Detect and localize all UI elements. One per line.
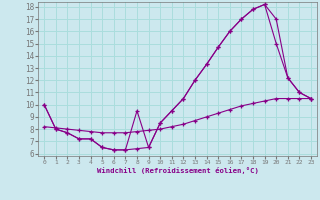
X-axis label: Windchill (Refroidissement éolien,°C): Windchill (Refroidissement éolien,°C) [97,167,259,174]
